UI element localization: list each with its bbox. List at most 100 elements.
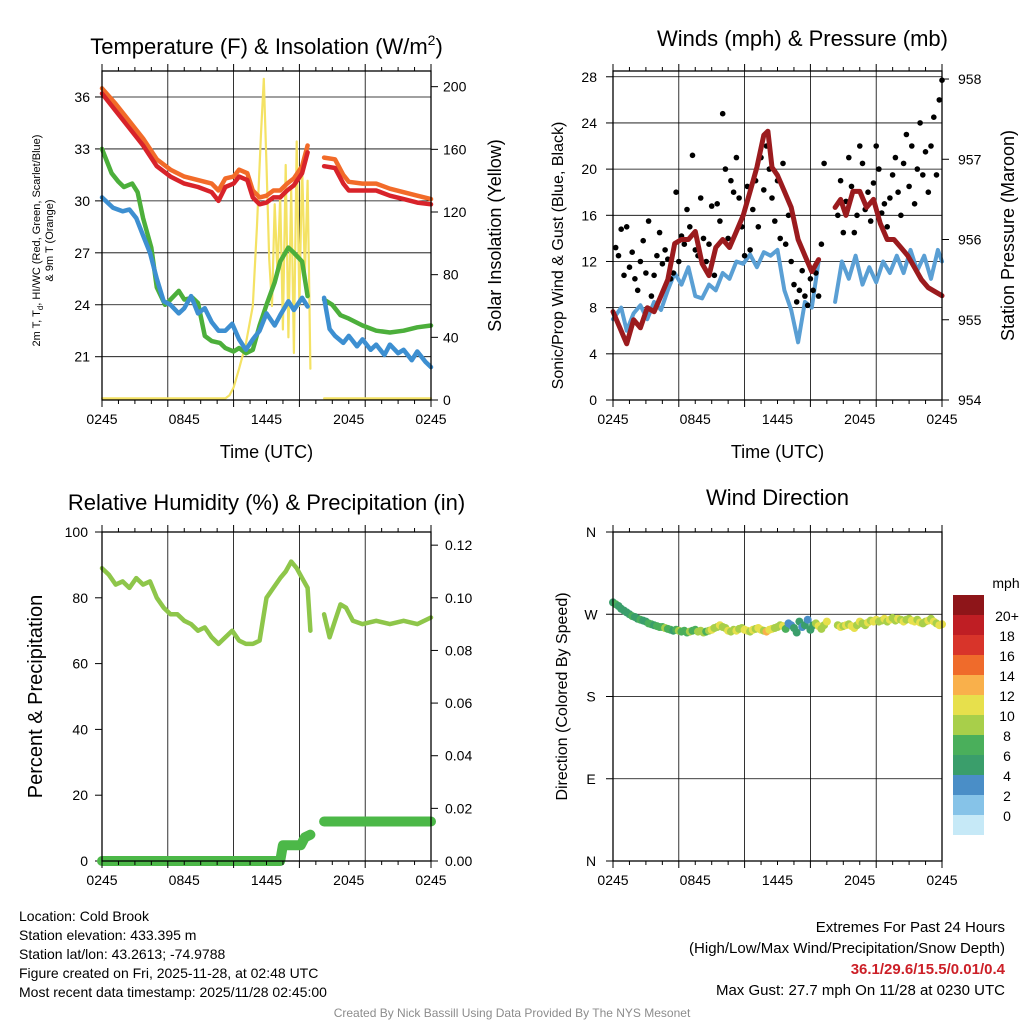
y-tick-label: N [586, 524, 596, 540]
series-line-2m-t [321, 163, 434, 207]
y-tick-label: 28 [581, 69, 597, 85]
x-tick-label: 0245 [415, 411, 446, 427]
gust-point [782, 241, 789, 247]
colorbar-swatch [953, 815, 984, 835]
gust-point [917, 120, 923, 126]
gust-point [854, 212, 860, 219]
gust-point [670, 270, 677, 276]
winds-y-axis-label: Sonic/Prop Wind & Gust (Blue, Black) [550, 122, 567, 390]
gust-point [755, 224, 762, 230]
y2-tick-label: 0.00 [445, 853, 472, 869]
y2-tick-label: 0.08 [445, 642, 472, 658]
colorbar-label: 10 [999, 708, 1015, 724]
gust-point [821, 160, 827, 167]
colorbar-swatch [953, 735, 984, 755]
y-tick-label: W [584, 606, 598, 622]
gust-point [626, 264, 633, 271]
series-line-wind-speed [833, 247, 944, 304]
x-tick-label: 0245 [926, 872, 957, 888]
y-tick-label: 27 [74, 245, 90, 261]
y-tick-label: 21 [74, 349, 90, 365]
gust-point [777, 235, 783, 242]
gust-point [851, 229, 858, 236]
y-tick-label: S [586, 689, 595, 705]
max-gust: Max Gust: 27.7 mph On 11/28 at 0230 UTC [715, 982, 1005, 999]
winds-chart: Winds (mph) & Pressure (mb) 0 4 8 12 16 20 24 28… [550, 26, 1018, 462]
gust-point [656, 229, 663, 236]
series-line-9m-t [99, 86, 310, 200]
y-tick-label: 36 [74, 89, 90, 105]
gust-point [884, 224, 890, 230]
gust-point [719, 110, 726, 117]
direction-point [803, 615, 812, 624]
gust-point [687, 224, 693, 230]
gust-point [807, 276, 814, 282]
gust-point [900, 160, 907, 167]
gust-point [733, 154, 740, 161]
gust-point [909, 143, 915, 149]
gust-point [643, 270, 649, 276]
gust-point [769, 195, 775, 201]
x-tick-label: 0845 [680, 872, 711, 888]
x-tick-label: 0245 [86, 872, 117, 888]
direction-point [792, 628, 801, 637]
y2-tick-label: 0 [443, 392, 451, 408]
plot-frame-rh [101, 531, 432, 862]
gust-point [717, 218, 723, 224]
gust-point [659, 261, 666, 267]
x-tick-label: 1445 [762, 411, 793, 427]
x-tick-label: 0845 [680, 411, 711, 427]
gust-point [914, 166, 921, 172]
colorbar-swatch [953, 795, 984, 815]
gust-point [697, 195, 704, 201]
gust-point [865, 189, 871, 195]
gust-point [612, 244, 619, 251]
wind-direction-title: Wind Direction [706, 485, 849, 510]
station-latlon: Station lat/lon: 43.2613; -74.9788 [19, 946, 226, 962]
gust-point [689, 152, 696, 159]
y2-tick-label: 40 [443, 329, 459, 345]
gust-point [931, 114, 937, 120]
series-line-pressure [832, 188, 945, 299]
gust-point [648, 293, 655, 299]
plot-frame-wdir [612, 531, 943, 862]
gust-point [673, 189, 679, 195]
gust-point [621, 272, 627, 279]
gust-point [876, 166, 882, 172]
direction-point [822, 617, 831, 626]
y2-tick-label: 0.02 [445, 800, 472, 816]
x-tick-label: 1445 [251, 411, 282, 427]
gust-point [837, 177, 844, 184]
gust-point [741, 252, 748, 259]
gust-point [911, 201, 918, 207]
colorbar-label: 6 [1003, 748, 1011, 764]
gust-point [815, 293, 822, 299]
gust-point [898, 212, 904, 219]
colorbar-label: 16 [999, 648, 1015, 664]
colorbar-label: 12 [999, 688, 1015, 704]
y2-tick-label: 958 [958, 71, 982, 87]
credit-line: Created By Nick Bassill Using Data Provi… [333, 1006, 691, 1020]
series-line-dewpoint [321, 295, 434, 370]
y2-tick-label: 0.04 [445, 748, 472, 764]
figure-created: Figure created on Fri, 2025-11-28, at 02… [19, 965, 319, 981]
gust-point [623, 224, 630, 230]
gust-point [810, 287, 816, 294]
x-tick-label: 1445 [762, 872, 793, 888]
colorbar-swatch [953, 695, 984, 715]
station-info: Location: Cold Brook Station elevation: … [19, 907, 327, 1002]
colorbar-swatch [953, 615, 984, 635]
gust-point [846, 154, 852, 161]
extremes-summary: Extremes For Past 24 Hours (High/Low/Max… [689, 917, 1005, 1001]
gust-point [711, 272, 718, 279]
y-tick-label: 12 [581, 253, 597, 269]
gust-point [903, 131, 910, 138]
gust-point [632, 276, 638, 282]
y-tick-label: 100 [65, 524, 89, 540]
series-line-precipitation [97, 829, 316, 866]
gust-point [793, 299, 800, 305]
gust-point [791, 281, 797, 288]
y-tick-label: 16 [581, 207, 597, 223]
